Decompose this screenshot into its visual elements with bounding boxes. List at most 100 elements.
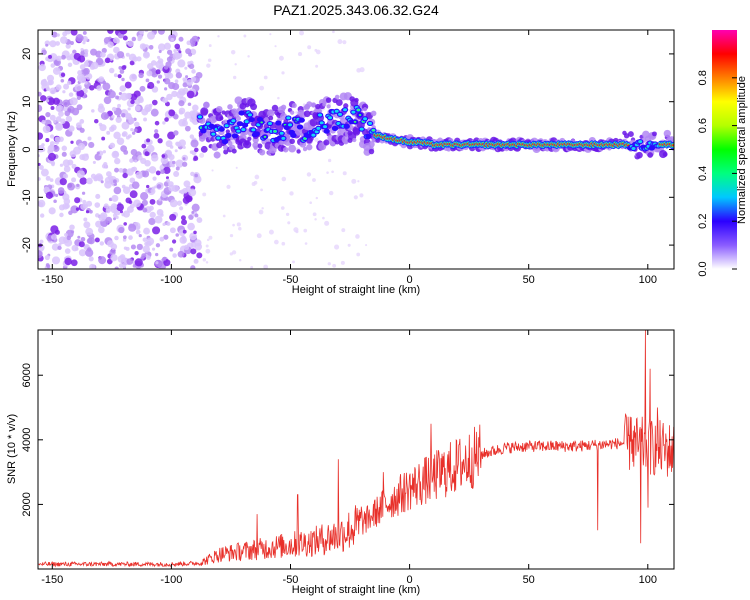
noise-blob <box>176 200 183 206</box>
noise-blob <box>119 254 126 260</box>
ridge-halo <box>325 97 332 103</box>
noise-blob <box>59 163 64 167</box>
faint-blob <box>287 221 291 225</box>
noise-blob <box>175 72 182 79</box>
signal-core <box>225 132 232 138</box>
noise-blob <box>121 212 125 217</box>
noise-blob <box>181 219 188 226</box>
noise-blob <box>189 134 195 139</box>
faint-blob <box>217 35 220 38</box>
faint-blob <box>236 222 241 227</box>
noise-blob <box>65 43 71 49</box>
signal-core <box>357 109 360 112</box>
signal-core <box>631 147 636 151</box>
noise-blob <box>157 43 166 51</box>
noise-blob <box>175 233 179 237</box>
signal-core <box>260 121 263 124</box>
noise-blob <box>46 74 55 82</box>
faint-blob <box>260 188 263 192</box>
faint-blob <box>274 45 277 48</box>
signal-core <box>319 121 324 125</box>
noise-blob <box>182 77 187 82</box>
noise-blob <box>163 166 171 175</box>
noise-blob <box>76 183 80 187</box>
noise-blob <box>38 91 42 97</box>
faint-blob <box>259 85 265 91</box>
noise-blob <box>189 197 193 201</box>
ridge-halo <box>636 151 643 159</box>
noise-blob <box>48 54 53 59</box>
noise-blob <box>94 202 101 208</box>
noise-blob <box>127 107 131 111</box>
snr-xtick-label: 100 <box>639 574 657 586</box>
faint-blob <box>314 137 319 142</box>
noise-blob <box>85 210 90 214</box>
noise-blob <box>152 176 157 181</box>
ridge-halo <box>257 143 263 149</box>
noise-blob <box>162 222 166 227</box>
faint-blob <box>235 166 238 169</box>
signal-core <box>236 121 244 127</box>
faint-blob <box>307 45 312 50</box>
ridge-halo <box>352 128 361 136</box>
noise-blob <box>141 44 146 49</box>
noise-blob <box>166 56 173 62</box>
noise-blob <box>134 121 140 128</box>
noise-blob <box>157 74 163 79</box>
ridge-halo <box>311 103 316 108</box>
faint-blob <box>315 196 318 200</box>
noise-blob <box>190 139 199 148</box>
noise-blob <box>163 42 172 50</box>
noise-blob <box>83 221 91 229</box>
ridge-halo <box>236 116 242 121</box>
noise-blob <box>85 153 89 157</box>
faint-blob <box>281 176 287 182</box>
noise-blob <box>182 229 187 234</box>
signal-core <box>368 121 373 125</box>
noise-blob <box>134 105 141 112</box>
noise-blob <box>180 215 186 221</box>
spectrogram-xtick-label: 0 <box>407 274 413 286</box>
noise-blob <box>120 92 129 101</box>
noise-blob <box>183 244 190 251</box>
noise-blob <box>47 97 56 106</box>
noise-blob <box>78 241 85 248</box>
ridge-halo <box>213 151 221 159</box>
noise-blob <box>76 169 85 179</box>
noise-blob <box>75 122 82 128</box>
snr-xtick-label: -50 <box>283 574 299 586</box>
faint-blob <box>312 178 316 182</box>
faint-blob <box>232 75 237 80</box>
noise-blob <box>109 126 115 132</box>
noise-blob <box>38 132 44 140</box>
noise-blob <box>166 49 173 55</box>
noise-blob <box>63 165 71 173</box>
noise-blob <box>187 102 192 106</box>
noise-blob <box>136 243 143 251</box>
noise-blob <box>116 203 124 212</box>
noise-blob <box>63 106 69 112</box>
noise-blob <box>140 157 147 165</box>
noise-blob <box>147 81 155 89</box>
noise-blob <box>159 236 165 242</box>
noise-blob <box>83 217 88 222</box>
spectrogram-xtick-label: 50 <box>523 274 535 286</box>
faint-blob <box>207 58 212 63</box>
noise-blob <box>68 210 73 216</box>
faint-blob <box>334 244 340 250</box>
noise-blob <box>130 99 135 105</box>
noise-blob <box>146 70 153 77</box>
noise-blob <box>196 252 203 259</box>
noise-blob <box>42 125 51 134</box>
noise-blob <box>174 43 181 50</box>
noise-blob <box>170 37 175 42</box>
noise-blob <box>107 240 114 248</box>
faint-blob <box>292 260 295 264</box>
noise-blob <box>163 234 169 240</box>
noise-blob <box>76 89 85 98</box>
signal-core <box>343 108 348 112</box>
noise-blob <box>130 244 136 250</box>
ridge-halo <box>303 110 311 118</box>
noise-blob <box>111 106 117 112</box>
faint-blob <box>342 40 347 45</box>
